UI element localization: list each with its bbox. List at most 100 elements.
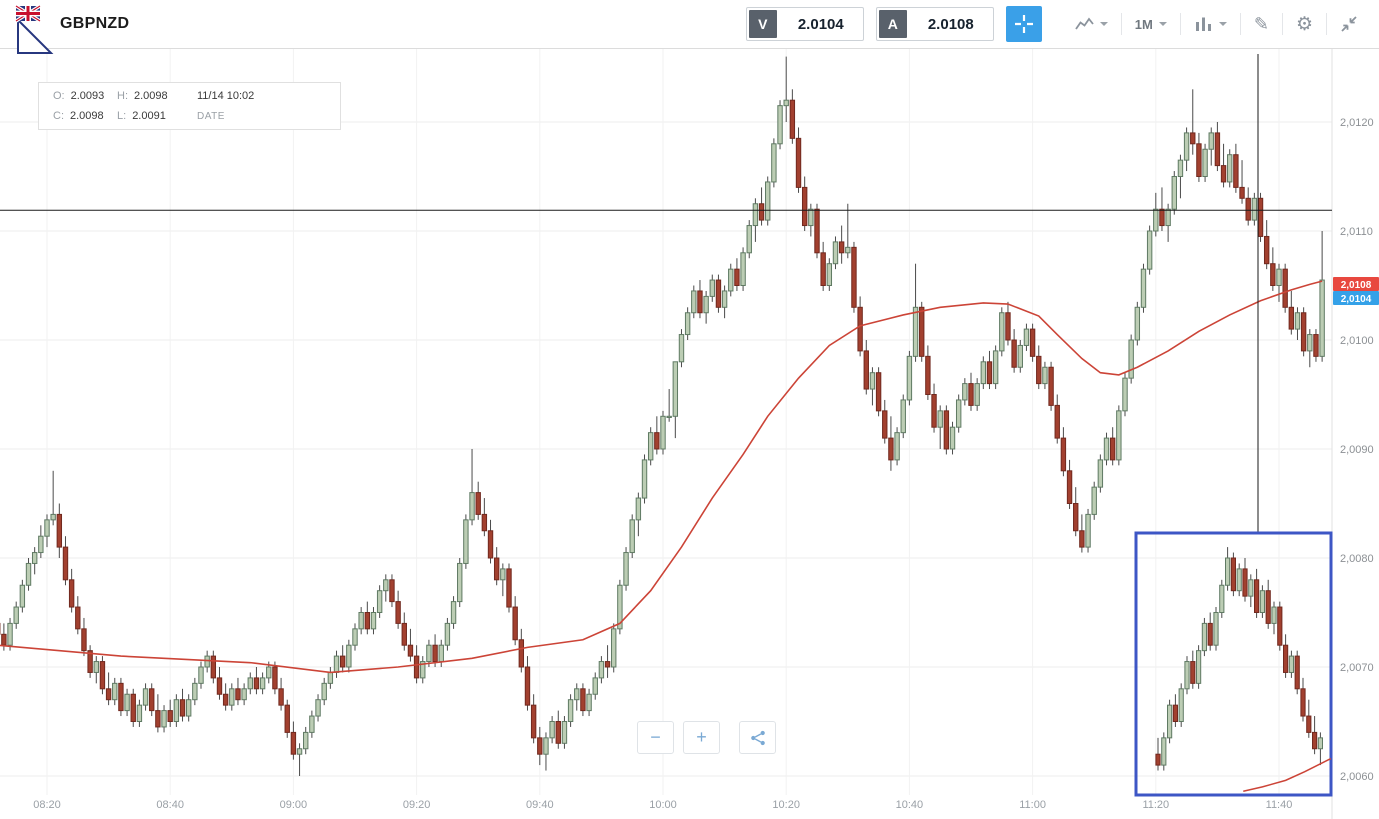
buy-quote-button[interactable]: A 2.0108 [875,7,994,41]
candle [1066,459,1073,509]
settings-button[interactable]: ⚙ [1283,6,1326,42]
candle [1306,699,1312,738]
collapse-icon [1341,16,1357,32]
close-cell: C: 2.0098 [53,110,117,122]
candle [167,699,173,727]
svg-text:2,0120: 2,0120 [1340,117,1374,129]
low-cell: L: 2.0091 [117,110,197,122]
separator [1239,13,1241,35]
candle [697,280,703,319]
candle [1312,716,1318,755]
candle [1122,372,1128,417]
magnifier-candles [1155,547,1324,771]
candle [604,645,611,678]
share-button[interactable] [739,721,776,754]
candle [740,247,746,291]
collapse-button[interactable] [1327,6,1371,42]
candle [253,667,260,695]
candle [684,307,691,340]
candle [1161,732,1167,771]
svg-text:11:20: 11:20 [1142,799,1169,811]
svg-text:2,0090: 2,0090 [1340,444,1374,456]
candle [968,372,974,411]
candle [820,241,826,291]
svg-text:2,0110: 2,0110 [1340,226,1373,238]
candle [555,710,561,749]
svg-text:09:40: 09:40 [526,799,554,811]
grid-layer [0,48,1333,819]
candle [68,568,75,613]
candle [1254,568,1260,618]
candle [118,677,124,717]
candle [949,421,956,455]
candle [457,558,463,608]
svg-text:2,0104: 2,0104 [1341,294,1372,305]
candle [734,258,740,291]
candle [586,688,592,717]
interval-button[interactable]: 1M [1122,6,1180,42]
candle [192,677,198,706]
zoom-out-button[interactable]: − [637,721,674,754]
candle [1011,329,1017,373]
candle [1085,508,1091,553]
candle [155,694,161,733]
open-value: 2.0093 [70,90,105,102]
candle [426,639,432,667]
candle [383,574,389,602]
candle [1282,263,1288,313]
candle [1171,171,1177,215]
zoom-in-button[interactable]: + [683,721,720,754]
candle [1236,563,1242,597]
candle [512,596,518,646]
candle [1128,334,1134,384]
separator [1120,13,1122,35]
candle [346,639,352,673]
candle [567,694,574,727]
selection-box[interactable] [1134,531,1333,797]
candle [1257,192,1264,242]
indicators-button[interactable] [1181,6,1240,42]
draw-icon: ✎ [1253,14,1269,34]
candle [869,367,876,406]
candle [1245,187,1251,226]
ma-line [0,280,1323,674]
candle [173,694,180,727]
candle [1239,160,1245,204]
candle [771,138,777,188]
draw-button[interactable]: ✎ [1241,6,1282,42]
candle [888,416,894,471]
candle [962,378,968,406]
candle [1263,220,1270,270]
candle [1227,149,1233,188]
candle [765,176,771,226]
candle [1146,225,1153,275]
candle [1313,329,1319,362]
candle [1167,699,1173,744]
candle [875,367,882,417]
close-value: 2.0098 [70,110,104,122]
price-axis[interactable]: 2,0120 2,0110 2,0100 2,0090 2,0080 2,0070 2,00… [1340,117,1374,783]
candle [1140,263,1147,313]
candle [666,389,672,422]
candle [1190,89,1196,155]
candle [31,547,38,575]
sell-quote-button[interactable]: V 2.0104 [745,7,864,41]
time-axis[interactable]: 08:20 08:40 09:00 09:20 09:40 10:00 10:20 10:40… [33,799,1292,811]
open-cell: O: 2.0093 [53,90,117,102]
instrument-flag-icon [14,4,56,61]
candle [1276,263,1282,302]
high-value: 2.0098 [134,90,168,102]
candle [931,383,937,433]
candle [617,579,623,635]
candle [986,350,993,390]
svg-text:09:00: 09:00 [280,799,308,811]
candle [900,394,906,439]
candle [500,563,506,597]
chart-type-button[interactable] [1062,6,1121,42]
candle [235,677,241,706]
crosshair-button[interactable] [1005,6,1042,42]
candle [660,410,666,455]
interval-label: 1M [1134,16,1153,32]
low-value: 2.0091 [132,110,166,122]
